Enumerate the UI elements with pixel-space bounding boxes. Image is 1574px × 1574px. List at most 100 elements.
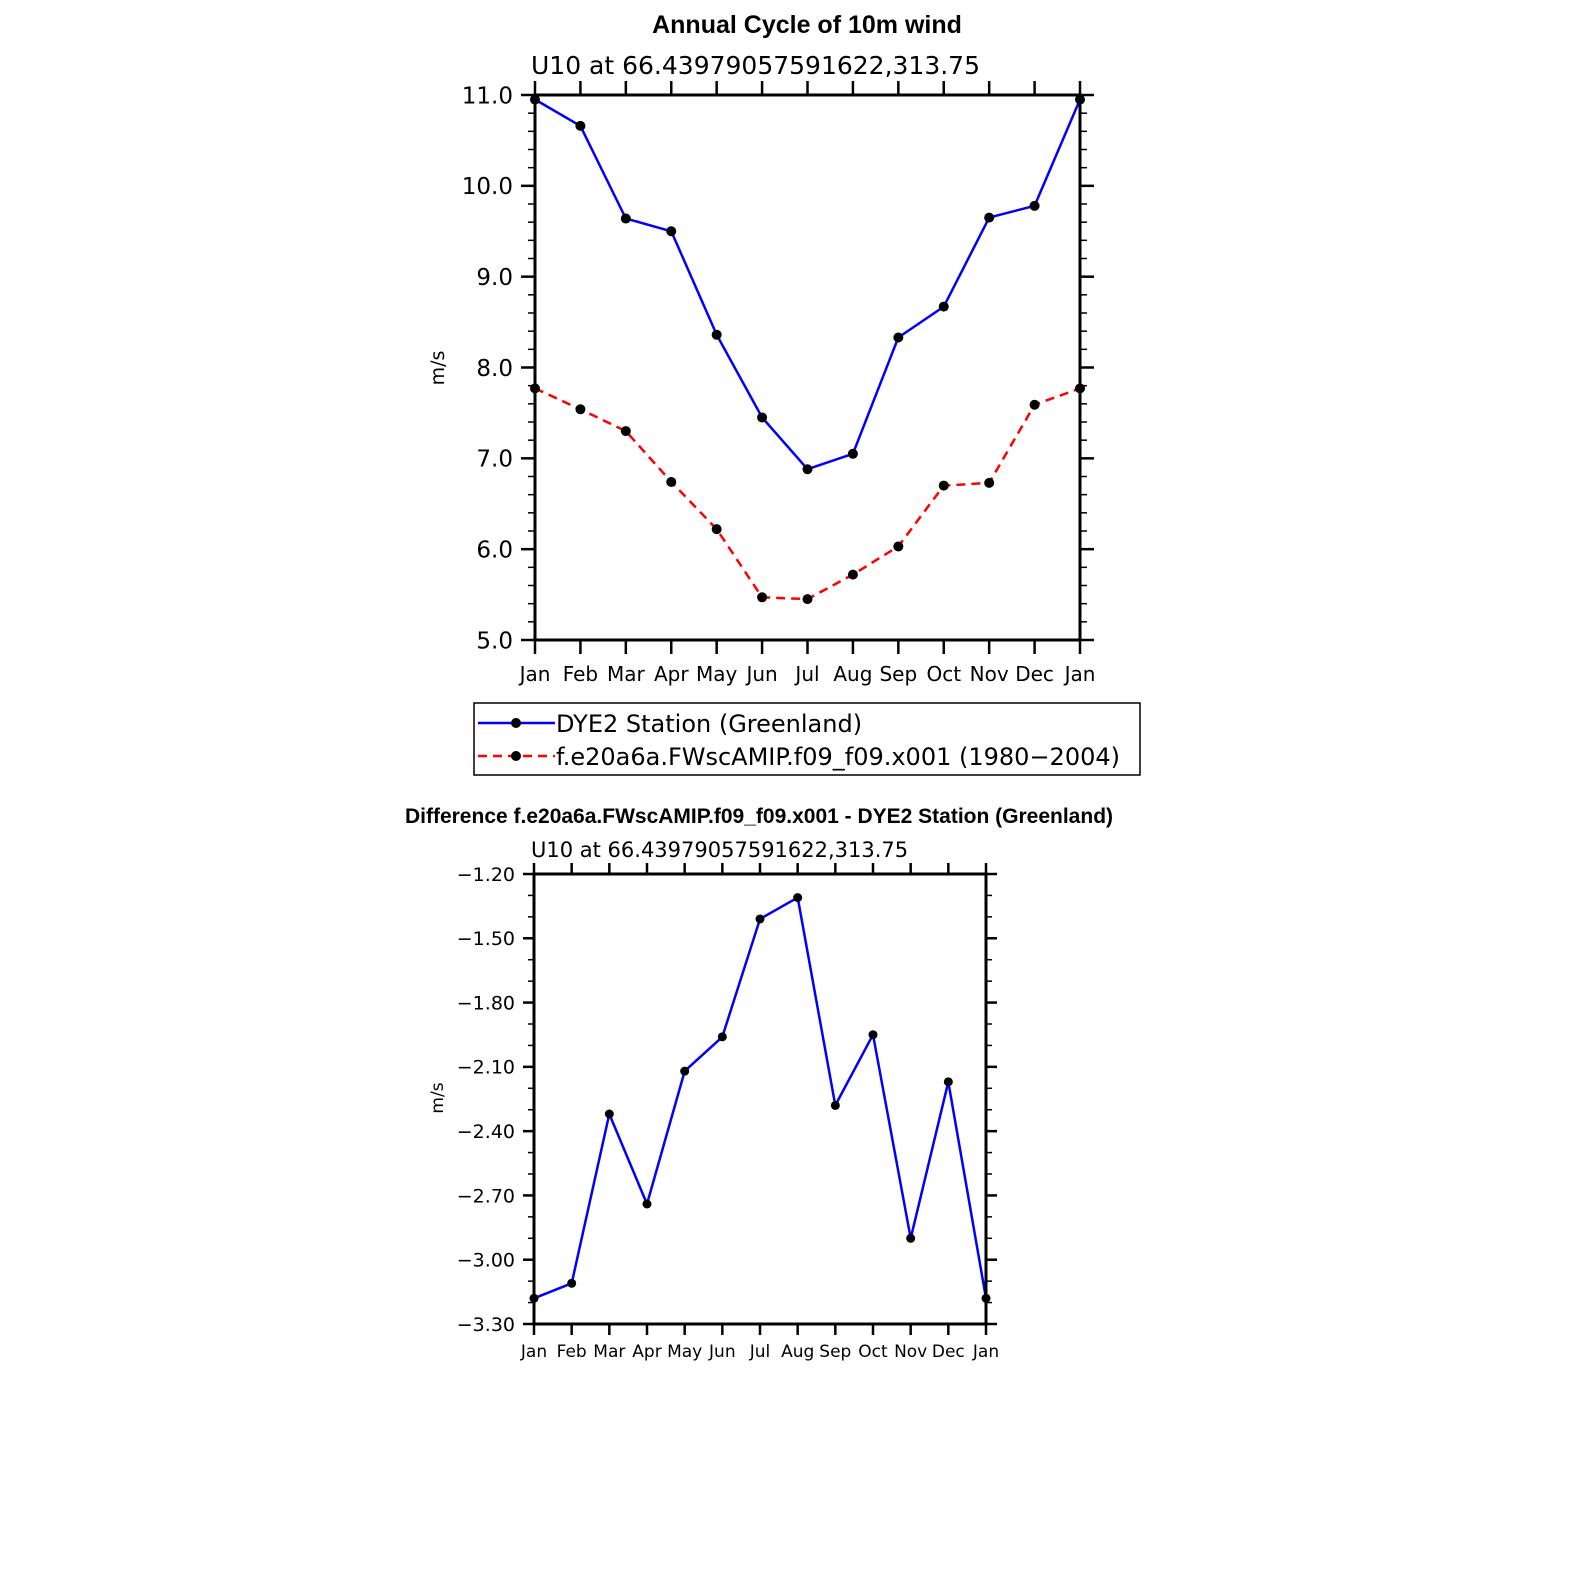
x-tick-label: Apr [654, 662, 689, 686]
series-layer [530, 94, 1085, 605]
y-tick-labels: 5.0 6.0 7.0 8.0 9.0 10.0 11.0 [462, 83, 513, 654]
y-tick-label: −3.30 [457, 1314, 515, 1336]
x-tick-labels: Jan Feb Mar Apr May Jun Jul Aug Sep Oct Nov Dec Jan [520, 1342, 999, 1362]
x-tick-label: Jun [708, 1342, 736, 1362]
axis-ticks [523, 863, 997, 1335]
y-axis-label: m/s [428, 1082, 448, 1113]
y-tick-label: 7.0 [476, 447, 513, 473]
data-point [620, 213, 631, 224]
x-tick-label: Sep [819, 1342, 851, 1362]
data-point [604, 1109, 614, 1119]
data-point [620, 426, 631, 437]
x-tick-label: Aug [781, 1342, 814, 1362]
y-tick-label: −1.50 [457, 928, 515, 950]
data-point [893, 541, 904, 552]
x-tick-label: May [667, 1342, 702, 1362]
data-point [666, 226, 677, 237]
series-line-0 [533, 896, 988, 1300]
x-tick-label: Jan [972, 1342, 999, 1362]
x-tick-label: Apr [632, 1342, 661, 1362]
data-point [938, 301, 949, 312]
x-tick-label: Nov [894, 1342, 927, 1362]
y-axis-label: m/s [427, 351, 449, 386]
legend-marker-dye2 [511, 718, 521, 728]
data-point [1029, 399, 1040, 410]
plot-frame [533, 93, 1082, 642]
y-tick-label: −3.00 [457, 1250, 515, 1272]
x-tick-label: Jan [1063, 662, 1096, 686]
x-tick-label: Dec [932, 1342, 965, 1362]
chart-title: Annual Cycle of 10m wind [652, 11, 962, 39]
x-tick-label: Jul [793, 662, 819, 686]
data-point [793, 893, 803, 903]
chart-subtitle: U10 at 66.43979057591622,313.75 [531, 838, 908, 862]
data-point [575, 120, 586, 131]
data-point [757, 412, 768, 423]
legend: DYE2 Station (Greenland) f.e20a6a.FWscAM… [473, 702, 1141, 776]
y-tick-label: 9.0 [476, 265, 513, 291]
x-tick-label: Sep [879, 662, 917, 686]
y-tick-labels: −3.30 −3.00 −2.70 −2.40 −2.10 −1.80 −1.50 −1.20 [457, 864, 515, 1336]
y-tick-label: 8.0 [476, 356, 513, 382]
x-tick-label: Nov [970, 662, 1009, 686]
x-tick-label: Jul [749, 1342, 771, 1362]
data-point [906, 1233, 916, 1243]
data-point [984, 477, 995, 488]
series-line-0 [534, 98, 1082, 471]
data-point [868, 1030, 878, 1040]
data-point [642, 1199, 652, 1209]
x-tick-label: Jun [744, 662, 777, 686]
data-point [575, 404, 586, 415]
y-tick-label: −2.70 [457, 1185, 515, 1207]
x-tick-label: Jan [520, 1342, 547, 1362]
data-point [711, 329, 722, 340]
x-tick-label: Jan [518, 662, 551, 686]
data-point [802, 594, 813, 605]
data-point [847, 569, 858, 580]
data-point [717, 1032, 727, 1042]
x-tick-label: Dec [1015, 662, 1054, 686]
x-tick-label: Oct [858, 1342, 888, 1362]
x-tick-labels: Jan Feb Mar Apr May Jun Jul Aug Sep Oct Nov Dec Jan [518, 662, 1096, 686]
y-tick-label: −1.20 [457, 864, 515, 886]
y-tick-label: −2.40 [457, 1121, 515, 1143]
series-layer [529, 893, 991, 1303]
data-point [1029, 200, 1040, 211]
legend-marker-model [511, 751, 521, 761]
data-point [757, 592, 768, 603]
y-tick-label: −1.80 [457, 992, 515, 1014]
y-tick-label: −2.10 [457, 1057, 515, 1079]
legend-box [473, 702, 1141, 776]
data-point [711, 524, 722, 535]
x-tick-label: Feb [557, 1342, 587, 1362]
annual-cycle-panel: Annual Cycle of 10m wind U10 at 66.43979… [427, 11, 1141, 776]
data-point [830, 1100, 840, 1110]
data-point [938, 480, 949, 491]
data-point [943, 1077, 953, 1087]
x-tick-label: Oct [926, 662, 961, 686]
data-point [802, 464, 813, 475]
legend-label-model: f.e20a6a.FWscAMIP.f09_f09.x001 (1980−200… [556, 743, 1120, 771]
data-point [984, 212, 995, 223]
x-tick-label: Mar [607, 662, 646, 686]
series-line-1 [534, 387, 1081, 601]
y-tick-label: 5.0 [476, 628, 513, 654]
y-tick-label: 6.0 [476, 537, 513, 563]
y-tick-label: 11.0 [462, 83, 513, 109]
data-point [755, 914, 765, 924]
x-tick-label: Aug [833, 662, 872, 686]
y-tick-label: 10.0 [462, 174, 513, 200]
chart-title: Difference f.e20a6a.FWscAMIP.f09_f09.x00… [405, 805, 1113, 828]
difference-panel: Difference f.e20a6a.FWscAMIP.f09_f09.x00… [405, 805, 1113, 1362]
data-point [567, 1278, 577, 1288]
plot-frame [532, 872, 988, 1326]
data-point [847, 448, 858, 459]
x-tick-label: May [696, 662, 738, 686]
data-point [666, 476, 677, 487]
data-point [680, 1066, 690, 1076]
x-tick-label: Feb [563, 662, 598, 686]
legend-label-dye2: DYE2 Station (Greenland) [556, 710, 862, 738]
chart-subtitle: U10 at 66.43979057591622,313.75 [531, 51, 980, 80]
data-point [893, 332, 904, 343]
